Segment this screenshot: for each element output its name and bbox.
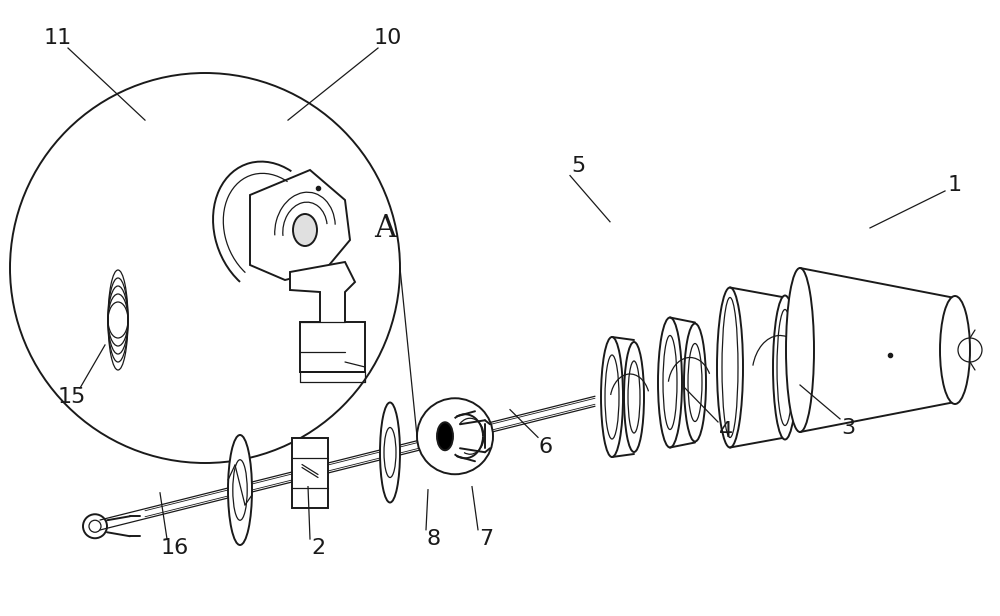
Text: 3: 3 bbox=[841, 418, 855, 438]
Ellipse shape bbox=[940, 296, 970, 404]
Text: 8: 8 bbox=[427, 529, 441, 549]
Ellipse shape bbox=[688, 344, 702, 421]
Ellipse shape bbox=[437, 422, 453, 450]
Ellipse shape bbox=[773, 296, 797, 439]
Ellipse shape bbox=[228, 435, 252, 545]
Text: 16: 16 bbox=[161, 538, 189, 558]
Text: 1: 1 bbox=[948, 175, 962, 195]
Ellipse shape bbox=[663, 336, 677, 429]
Ellipse shape bbox=[628, 361, 640, 433]
Polygon shape bbox=[292, 437, 328, 508]
Ellipse shape bbox=[717, 288, 743, 447]
Text: 10: 10 bbox=[374, 28, 402, 48]
Ellipse shape bbox=[605, 355, 619, 439]
Text: 15: 15 bbox=[58, 387, 86, 407]
Ellipse shape bbox=[658, 317, 682, 447]
Text: A: A bbox=[374, 213, 396, 243]
Circle shape bbox=[417, 399, 493, 474]
Text: 4: 4 bbox=[719, 421, 733, 441]
Ellipse shape bbox=[786, 268, 814, 432]
Ellipse shape bbox=[624, 342, 644, 452]
Ellipse shape bbox=[380, 402, 400, 503]
Ellipse shape bbox=[384, 428, 396, 477]
Polygon shape bbox=[250, 170, 350, 280]
Circle shape bbox=[10, 73, 400, 463]
Polygon shape bbox=[290, 262, 365, 372]
Ellipse shape bbox=[293, 214, 317, 246]
Ellipse shape bbox=[684, 323, 706, 442]
Text: 11: 11 bbox=[44, 28, 72, 48]
Ellipse shape bbox=[233, 460, 247, 521]
Text: 5: 5 bbox=[571, 156, 585, 176]
Text: 2: 2 bbox=[311, 538, 325, 558]
Text: 7: 7 bbox=[479, 529, 493, 549]
Text: 6: 6 bbox=[539, 437, 553, 456]
Ellipse shape bbox=[601, 337, 623, 457]
